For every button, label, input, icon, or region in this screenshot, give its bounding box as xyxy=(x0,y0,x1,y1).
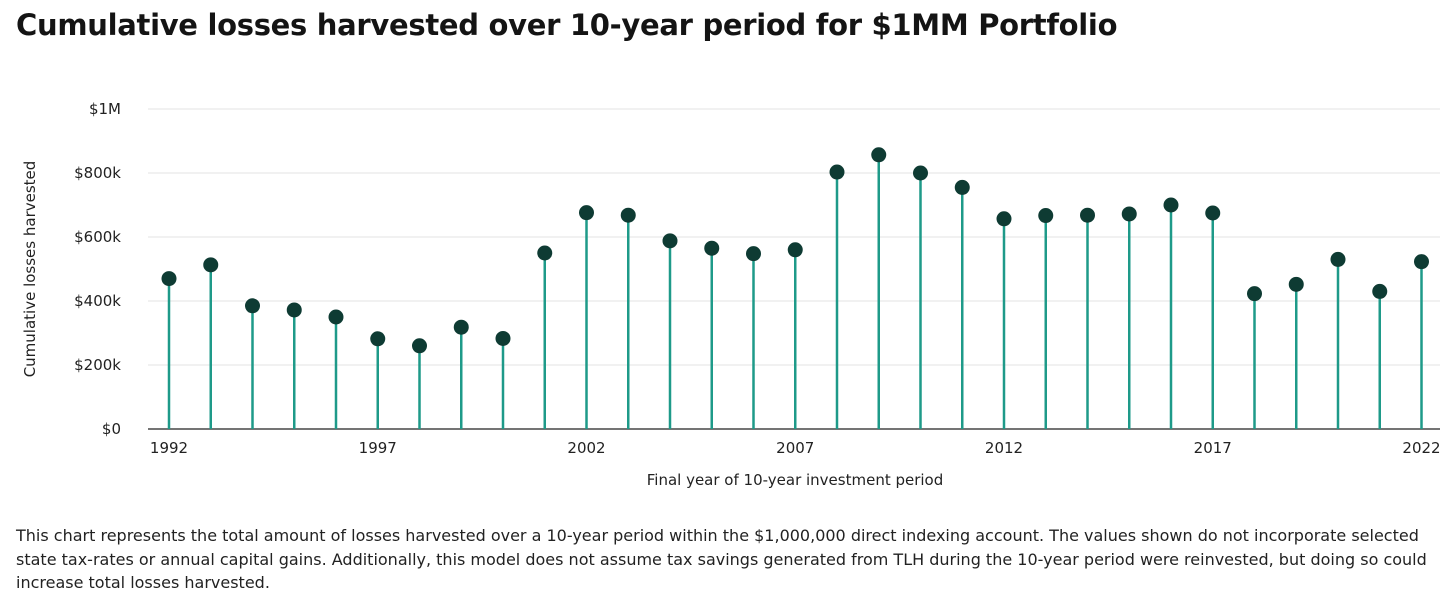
x-tick-label: 2012 xyxy=(985,439,1023,457)
chart-caption: This chart represents the total amount o… xyxy=(16,526,1427,592)
x-tick-label: 1997 xyxy=(359,439,397,457)
lollipop-point xyxy=(704,240,720,256)
lollipop-point xyxy=(1247,286,1262,302)
y-tick-label: $200k xyxy=(74,356,121,374)
page-title: Cumulative losses harvested over 10-year… xyxy=(16,8,1118,42)
x-axis-label: Final year of 10-year investment period xyxy=(647,471,944,489)
lollipop-point xyxy=(537,245,553,261)
x-tick-label: 2007 xyxy=(776,439,814,457)
lollipop-point xyxy=(579,205,594,221)
y-tick-label: $800k xyxy=(74,164,121,182)
lollipop-point xyxy=(913,165,928,181)
lollipop-point xyxy=(662,233,678,249)
x-tick-label: 2002 xyxy=(567,439,605,457)
lollipop-point xyxy=(746,246,761,262)
lollipop-point xyxy=(161,271,177,287)
lollipop-point xyxy=(954,179,970,195)
lollipop-point xyxy=(1372,283,1388,299)
x-tick-label: 1992 xyxy=(150,439,188,457)
x-tick-label: 2022 xyxy=(1402,439,1440,457)
x-tick-label: 2017 xyxy=(1194,439,1232,457)
lollipop-point xyxy=(286,302,302,318)
lollipop-point xyxy=(245,298,260,314)
x-axis-ticks: 1992 1997 2002 2007 2012 2017 2022 xyxy=(150,439,1441,457)
lollipop-point xyxy=(829,164,845,180)
lollipop-point xyxy=(1414,254,1429,270)
lollipop-point xyxy=(620,207,636,223)
lollipop-point xyxy=(1080,207,1095,223)
lollipop-point xyxy=(203,257,219,273)
y-tick-label: $1M xyxy=(89,100,121,118)
lollipop-chart: $0 $200k $400k $600k $800k $1M 1992 1997 2002 20… xyxy=(21,100,1441,489)
y-axis-ticks: $0 $200k $400k $600k $800k $1M xyxy=(74,100,121,438)
lollipop-point xyxy=(1330,251,1346,267)
y-tick-label: $400k xyxy=(74,292,121,310)
lollipop-point xyxy=(412,338,427,354)
lollipop-point xyxy=(787,242,803,258)
y-tick-label: $0 xyxy=(102,420,121,438)
lollipop-point xyxy=(453,319,469,335)
lollipop-point xyxy=(495,330,511,346)
lollipop-point xyxy=(328,309,344,325)
lollipop-point xyxy=(1121,206,1137,222)
lollipop-point xyxy=(370,331,386,347)
lollipop-point xyxy=(871,147,887,163)
lollipop-point xyxy=(996,211,1012,227)
lollipop-point xyxy=(1205,205,1221,221)
y-tick-label: $600k xyxy=(74,228,121,246)
lollipop-point xyxy=(1038,208,1054,224)
data-marks xyxy=(161,147,1429,429)
lollipop-point xyxy=(1163,197,1179,213)
lollipop-point xyxy=(1288,276,1304,292)
y-axis-label: Cumulative losses harvested xyxy=(21,161,39,378)
